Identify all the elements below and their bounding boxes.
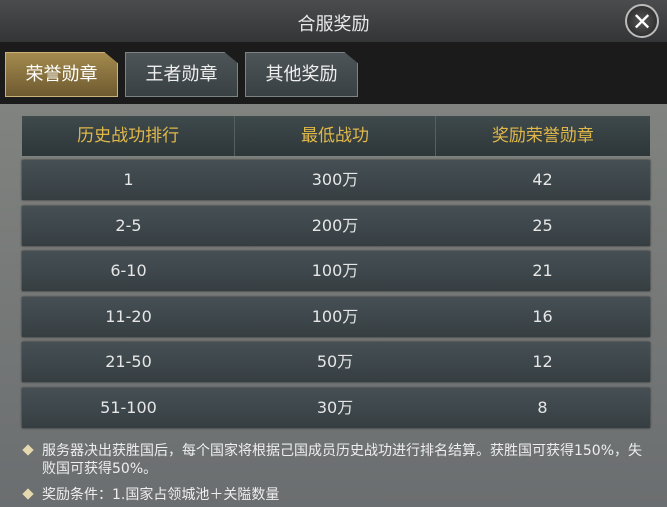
- tab-honor-medal[interactable]: 荣誉勋章: [5, 52, 118, 97]
- cell-reward: 42: [532, 170, 553, 189]
- title-bar: 合服奖励 ✕: [0, 0, 667, 42]
- content-panel: 历史战功排行 最低战功 奖励荣誉勋章 1 300万 42 2-5 200万 25 6-10 1…: [0, 104, 667, 507]
- table-row: 11-20 100万 16: [22, 297, 650, 337]
- cell-rank: 11-20: [105, 307, 152, 326]
- table-row: 6-10 100万 21: [22, 251, 650, 291]
- cell-rank: 51-100: [100, 398, 157, 417]
- close-icon: ✕: [631, 8, 653, 36]
- cell-rank: 2-5: [115, 216, 142, 235]
- cell-min-merit: 300万: [311, 170, 359, 189]
- header-reward: 奖励荣誉勋章: [491, 126, 594, 146]
- cell-min-merit: 30万: [316, 398, 354, 417]
- cell-min-merit: 50万: [316, 352, 354, 371]
- table-row: 2-5 200万 25: [22, 206, 650, 246]
- table-header: 历史战功排行 最低战功 奖励荣誉勋章: [22, 116, 650, 156]
- cell-rank: 6-10: [110, 261, 147, 280]
- cell-reward: 21: [532, 261, 553, 280]
- table-row: 1 300万 42: [22, 160, 650, 200]
- header-rank: 历史战功排行: [22, 116, 236, 156]
- cell-min-merit: 100万: [311, 261, 359, 280]
- cell-reward: 12: [532, 352, 553, 371]
- cell-min-merit: 100万: [311, 307, 359, 326]
- note-settlement: 服务器决出获胜国后，每个国家将根据己国成员历史战功进行排名结算。获胜国可获得15…: [22, 442, 648, 478]
- cell-min-merit: 200万: [311, 216, 359, 235]
- tab-other-rewards[interactable]: 其他奖励: [245, 52, 358, 97]
- table-row: 21-50 50万 12: [22, 342, 650, 382]
- cell-reward: 16: [532, 307, 553, 326]
- window-title: 合服奖励: [297, 14, 370, 35]
- cell-rank: 1: [123, 170, 134, 189]
- cell-rank: 21-50: [105, 352, 152, 371]
- close-button[interactable]: ✕: [625, 4, 659, 38]
- tab-king-medal[interactable]: 王者勋章: [125, 52, 238, 97]
- table-row: 51-100 30万 8: [22, 388, 650, 428]
- note-condition: 奖励条件：1.国家占领城池＋关隘数量: [22, 486, 648, 504]
- cell-reward: 25: [532, 216, 553, 235]
- cell-reward: 8: [537, 398, 548, 417]
- header-min-merit: 最低战功: [235, 116, 436, 156]
